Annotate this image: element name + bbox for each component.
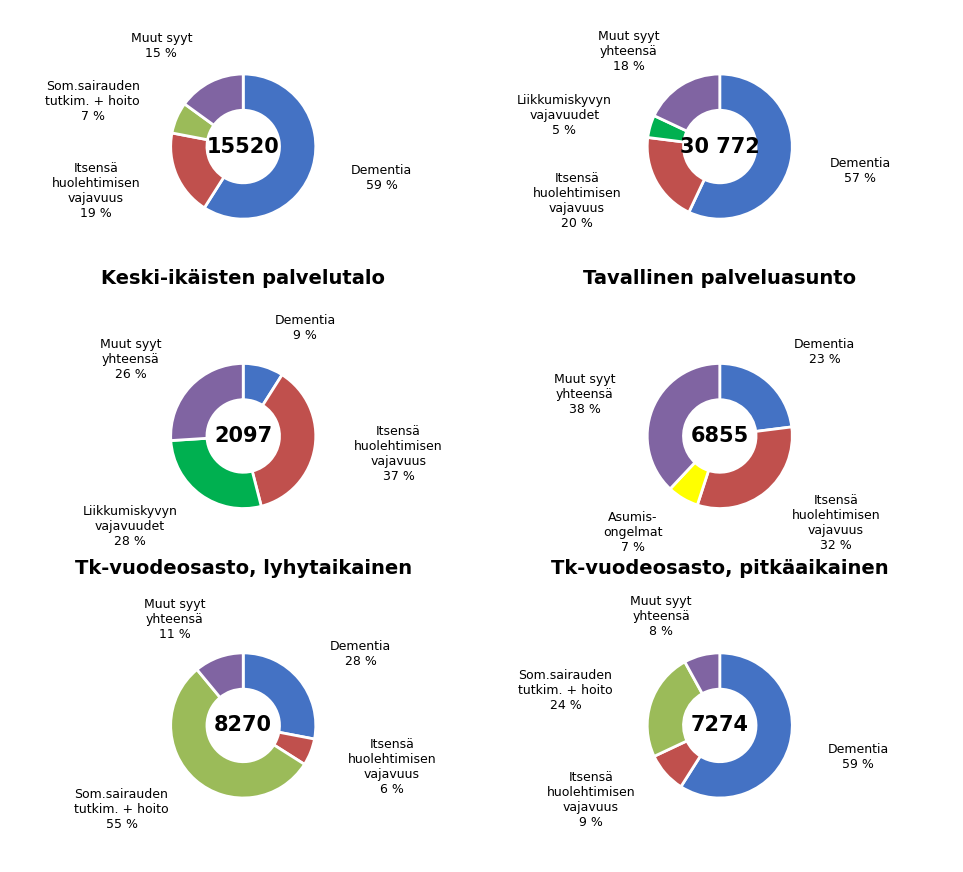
Wedge shape	[252, 375, 316, 507]
Text: 7274: 7274	[690, 715, 749, 735]
Wedge shape	[185, 74, 244, 126]
Wedge shape	[170, 133, 223, 208]
Text: Liikkumiskyvyn
vajavuudet
28 %: Liikkumiskyvyn vajavuudet 28 %	[82, 506, 177, 548]
Wedge shape	[670, 462, 709, 505]
Text: Liikkumiskyvyn
vajavuudet
5 %: Liikkumiskyvyn vajavuudet 5 %	[517, 93, 612, 137]
Text: Dementia
28 %: Dementia 28 %	[330, 640, 391, 668]
Text: Muut syyt
yhteensä
26 %: Muut syyt yhteensä 26 %	[100, 337, 161, 380]
Text: Muut syyt
15 %: Muut syyt 15 %	[131, 32, 193, 60]
Wedge shape	[170, 670, 304, 798]
Text: Asumis-
ongelmat
7 %: Asumis- ongelmat 7 %	[603, 511, 663, 555]
Text: 6855: 6855	[690, 426, 749, 446]
Text: 15520: 15520	[207, 137, 279, 157]
Text: Itsensä
huolehtimisen
vajavuus
32 %: Itsensä huolehtimisen vajavuus 32 %	[792, 494, 880, 552]
Wedge shape	[170, 439, 261, 508]
Title: Tavallinen palveluasunto: Tavallinen palveluasunto	[584, 269, 856, 289]
Text: Dementia
59 %: Dementia 59 %	[828, 743, 889, 771]
Text: Dementia
9 %: Dementia 9 %	[274, 314, 336, 342]
Text: 8270: 8270	[214, 715, 273, 735]
Wedge shape	[197, 653, 244, 698]
Text: Itsensä
huolehtimisen
vajavuus
20 %: Itsensä huolehtimisen vajavuus 20 %	[533, 172, 621, 229]
Text: Muut syyt
yhteensä
8 %: Muut syyt yhteensä 8 %	[631, 595, 691, 638]
Text: Dementia
23 %: Dementia 23 %	[794, 337, 855, 365]
Text: Muut syyt
yhteensä
38 %: Muut syyt yhteensä 38 %	[554, 373, 615, 416]
Wedge shape	[204, 74, 316, 219]
Wedge shape	[681, 653, 793, 798]
Wedge shape	[719, 364, 792, 432]
Text: Som.sairauden
tutkim. + hoito
55 %: Som.sairauden tutkim. + hoito 55 %	[74, 788, 169, 831]
Wedge shape	[654, 74, 719, 131]
Wedge shape	[273, 732, 315, 765]
Text: Muut syyt
yhteensä
11 %: Muut syyt yhteensä 11 %	[143, 598, 205, 641]
Text: Itsensä
huolehtimisen
vajavuus
6 %: Itsensä huolehtimisen vajavuus 6 %	[348, 738, 436, 796]
Wedge shape	[244, 653, 316, 739]
Text: Itsensä
huolehtimisen
vajavuus
9 %: Itsensä huolehtimisen vajavuus 9 %	[547, 771, 636, 828]
Text: 2097: 2097	[214, 426, 273, 446]
Wedge shape	[648, 116, 687, 142]
Text: Muut syyt
yhteensä
18 %: Muut syyt yhteensä 18 %	[598, 31, 660, 73]
Title: Tk-vuodeosasto, pitkäaikainen: Tk-vuodeosasto, pitkäaikainen	[551, 559, 889, 578]
Wedge shape	[689, 74, 793, 219]
Text: Som.sairauden
tutkim. + hoito
7 %: Som.sairauden tutkim. + hoito 7 %	[45, 80, 140, 124]
Text: Itsensä
huolehtimisen
vajavuus
37 %: Itsensä huolehtimisen vajavuus 37 %	[354, 425, 443, 482]
Wedge shape	[244, 364, 282, 405]
Wedge shape	[172, 104, 214, 140]
Wedge shape	[654, 741, 700, 787]
Text: Dementia
59 %: Dementia 59 %	[351, 164, 412, 192]
Wedge shape	[647, 138, 704, 212]
Text: Itsensä
huolehtimisen
vajavuus
19 %: Itsensä huolehtimisen vajavuus 19 %	[51, 162, 140, 221]
Text: Som.sairauden
tutkim. + hoito
24 %: Som.sairauden tutkim. + hoito 24 %	[518, 669, 612, 712]
Wedge shape	[647, 364, 719, 489]
Wedge shape	[170, 364, 244, 440]
Wedge shape	[697, 427, 793, 508]
Title: Keski-ikäisten palvelutalo: Keski-ikäisten palvelutalo	[101, 269, 385, 289]
Title: Tk-vuodeosasto, lyhytaikainen: Tk-vuodeosasto, lyhytaikainen	[75, 559, 412, 578]
Wedge shape	[647, 662, 702, 756]
Text: Dementia
57 %: Dementia 57 %	[829, 157, 891, 185]
Text: 30 772: 30 772	[680, 137, 760, 157]
Wedge shape	[685, 653, 719, 693]
